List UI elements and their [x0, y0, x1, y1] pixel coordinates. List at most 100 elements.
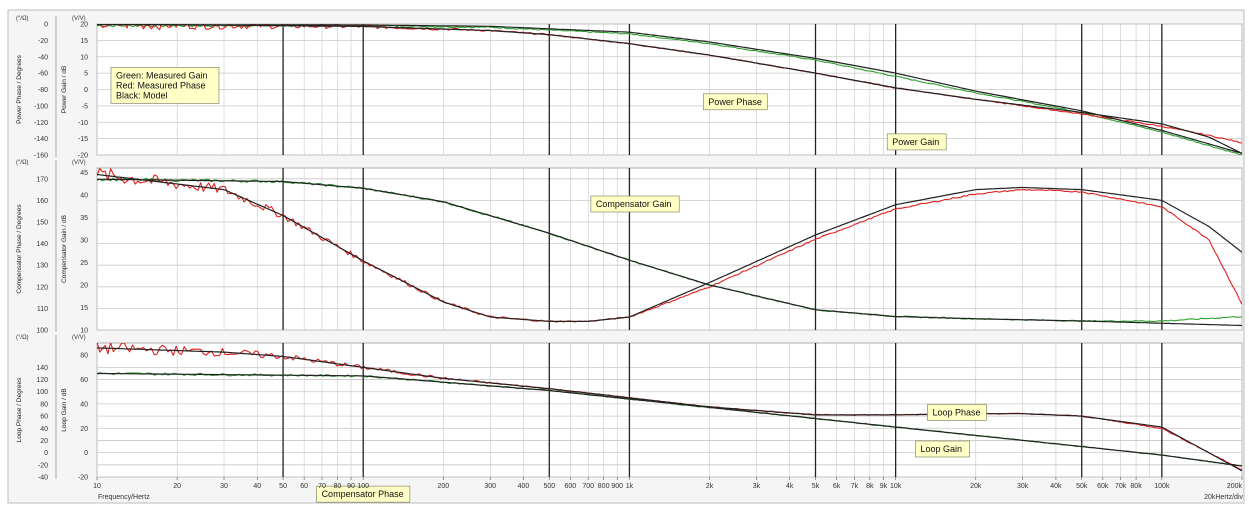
x-tick-label: 40 [253, 483, 261, 490]
right-tick-label: 30 [80, 238, 88, 245]
left-axis-title: Compensator Phase / Degrees [16, 204, 23, 294]
x-tick-label: 400 [518, 483, 530, 490]
panel-compensator: 1701601501401301201101004540353025201510… [16, 160, 1243, 503]
left-tick-label: 0 [44, 450, 48, 457]
annotation-text: Red: Measured Phase [116, 80, 206, 90]
x-tick-label: 200 [438, 483, 450, 490]
left-tick-label: 130 [36, 263, 48, 270]
compensator-phase-model-line [97, 173, 1242, 322]
left-tick-label: -40 [38, 475, 48, 482]
series-group [97, 24, 1242, 155]
series-group [97, 168, 1242, 327]
right-tick-label: 5 [84, 71, 88, 78]
annotation-text: Green: Measured Gain [116, 70, 208, 80]
x-tick-label: 100 [357, 483, 369, 490]
loop-phase-model-line [97, 347, 1242, 472]
x-tick-label: 70 [318, 483, 326, 490]
annotation-label: Power Phase [703, 93, 768, 111]
x-axis-end-label: 20kHertz/div [1204, 494, 1243, 501]
right-axis-unit: (V/V) [72, 16, 86, 22]
annotation-box [316, 485, 411, 503]
annotation-box [590, 195, 680, 213]
annotation-label: Loop Phase [927, 404, 987, 421]
right-tick-label: 20 [80, 426, 88, 433]
panel-power: 0 -20 -40 -60 -80 -100 -120 -140 -160 20 15 10 5 0 -5 -… [16, 16, 1243, 160]
right-tick-label: 10 [80, 54, 88, 61]
x-tick-label: 50k [1076, 483, 1088, 490]
left-tick-label: 80 [40, 401, 48, 408]
annotation-text: Compensator Phase [322, 489, 404, 499]
power-gain-model-line [97, 24, 1242, 154]
left-tick-label: -100 [34, 103, 48, 110]
left-tick-label: -80 [38, 87, 48, 94]
left-tick-label: 20 [40, 438, 48, 445]
left-tick-label: 110 [37, 306, 48, 313]
annotation-box [703, 93, 768, 111]
annotation-text: Loop Phase [932, 407, 980, 417]
annotation-text: Compensator Gain [596, 199, 672, 209]
right-axis-title: Compensator Gain / dB [61, 215, 68, 283]
left-tick-label: 140 [36, 365, 48, 372]
compensator-gain-model-line [97, 178, 1242, 327]
left-axis-title: Loop Phase / Degrees [16, 377, 23, 442]
right-tick-label: -20 [78, 153, 88, 160]
left-tick-label: -120 [34, 120, 48, 127]
annotation-box [927, 404, 987, 421]
right-tick-label: -15 [78, 136, 88, 143]
left-tick-label: -40 [38, 54, 48, 61]
x-tick-label: 4k [786, 483, 794, 490]
x-tick-label: 90 [347, 483, 355, 490]
x-tick-label: 2k [706, 483, 714, 490]
x-tick-label: 6k [833, 483, 841, 490]
right-axis-title: Loop Gain / dB [61, 388, 68, 431]
left-tick-label: 60 [40, 414, 48, 421]
left-tick-label: 0 [44, 22, 48, 29]
right-tick-label: 40 [80, 193, 88, 200]
right-tick-label: 40 [80, 401, 88, 408]
annotation-box [110, 67, 220, 104]
x-tick-label: 60k [1097, 483, 1109, 490]
right-tick-label: 10 [80, 328, 88, 335]
annotation-text: Power Phase [708, 97, 762, 107]
left-axis-unit: (°/Ω) [16, 16, 29, 22]
left-tick-label: 160 [36, 198, 48, 205]
annotation-text: Black: Model [116, 90, 168, 100]
power-phase-model-line [97, 24, 1242, 154]
x-tick-label: 8k [866, 483, 874, 490]
annotation-label: Compensator Gain [590, 195, 680, 213]
left-axis-title: Power Phase / Degrees [16, 54, 23, 123]
right-tick-label: -20 [78, 475, 88, 482]
series-group [97, 343, 1242, 472]
x-tick-label: 30k [1017, 483, 1029, 490]
x-tick-label: 20 [173, 483, 181, 490]
right-tick-label: 20 [80, 22, 88, 29]
left-tick-label: 150 [36, 220, 48, 227]
left-tick-label: -60 [38, 71, 48, 78]
right-tick-label: -5 [82, 103, 88, 110]
x-axis-ticks: 10 20 30 40 50 60 70 80 90 100 200 300 400 500 600 700 8… [93, 477, 1242, 490]
right-tick-label: 15 [80, 38, 88, 45]
x-tick-label: 10k [890, 483, 902, 490]
right-tick-label: 15 [80, 305, 88, 312]
plot-area [96, 342, 1243, 478]
x-tick-label: 600 [565, 483, 577, 490]
right-tick-label: 45 [80, 170, 88, 177]
annotation-box [886, 133, 947, 151]
x-tick-label: 800 [598, 483, 610, 490]
x-axis-label: Frequency/Hertz [98, 494, 150, 501]
x-tick-label: 7k [851, 483, 859, 490]
left-tick-label: 100 [36, 389, 48, 396]
left-tick-label: 120 [36, 377, 48, 384]
x-tick-label: 10 [93, 483, 101, 490]
compensator-phase-measured-phase-line [97, 168, 1242, 323]
left-tick-label: 100 [36, 328, 48, 335]
left-tick-label: -20 [38, 38, 48, 45]
x-tick-label: 40k [1050, 483, 1062, 490]
x-tick-label: 80 [334, 483, 342, 490]
left-axis-unit: (°/Ω) [16, 335, 29, 341]
x-tick-label: 30 [220, 483, 228, 490]
x-tick-label: 1k [626, 483, 634, 490]
x-tick-label: 3k [753, 483, 761, 490]
